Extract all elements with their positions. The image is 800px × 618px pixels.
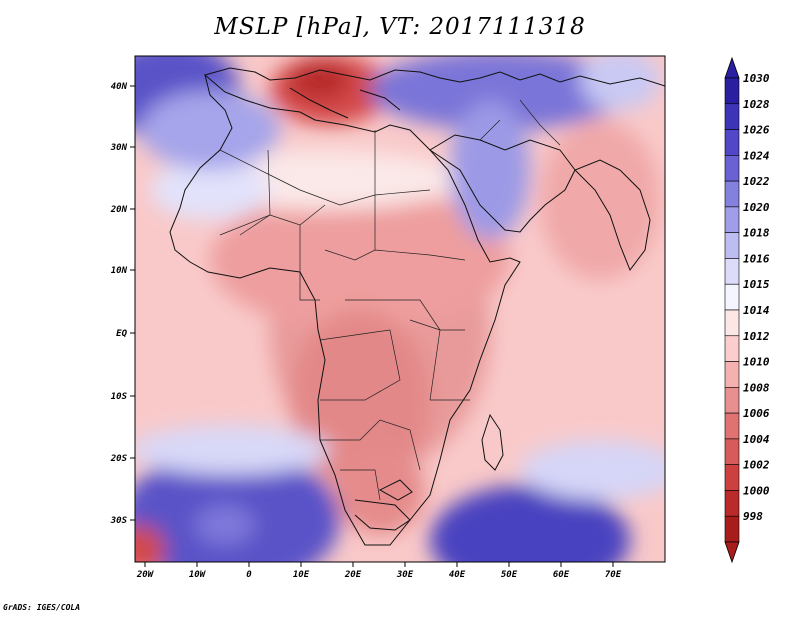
credit-text: GrADS: IGES/COLA — [3, 603, 81, 612]
lat-label: 10N — [111, 266, 128, 276]
colorbar-top-arrow — [724, 56, 740, 79]
colorbar-swatch — [724, 515, 740, 543]
colorbar-label: 1030 — [743, 72, 770, 85]
colorbar-label: 1020 — [743, 201, 770, 214]
colorbar-label: 1028 — [743, 98, 770, 111]
colorbar-swatch — [724, 129, 740, 156]
colorbar-label: 998 — [743, 510, 763, 523]
lat-label: 30S — [110, 516, 128, 526]
lon-label: 20W — [136, 570, 155, 580]
colorbar-label: 1004 — [743, 433, 770, 446]
colorbar-swatch — [724, 283, 740, 311]
country-borders — [219, 99, 561, 501]
colorbar-label: 1015 — [743, 278, 770, 291]
colorbar-swatch — [724, 361, 740, 388]
lat-label: 40N — [111, 82, 128, 92]
colorbar-swatch — [724, 180, 740, 208]
colorbar: 1030 1028 1026 1024 1022 1020 1018 1016 1015 1014… — [724, 56, 770, 564]
colorbar-label: 1026 — [743, 124, 770, 137]
lat-label: 10S — [111, 392, 128, 402]
lat-label: 20N — [110, 205, 128, 215]
colorbar-label: 1006 — [743, 407, 770, 420]
pressure-field — [135, 56, 665, 562]
lon-label: 60E — [553, 570, 570, 580]
map-title: MSLP [hPa], VT: 2017111318 — [214, 14, 586, 40]
lat-label: 20S — [110, 454, 128, 464]
lon-label: 20E — [344, 570, 362, 580]
colorbar-bottom-arrow — [724, 541, 740, 564]
colorbar-swatch — [724, 490, 740, 517]
colorbar-swatch — [724, 77, 740, 105]
lon-label: 10E — [293, 570, 310, 580]
map-frame — [134, 55, 666, 563]
colorbar-label: 1002 — [743, 459, 770, 472]
colorbar-swatch — [724, 258, 740, 285]
lat-label: 30N — [110, 143, 128, 153]
colorbar-label: 1008 — [743, 381, 770, 394]
colorbar-swatch — [724, 309, 740, 337]
colorbar-swatch — [724, 387, 740, 414]
colorbar-label: 1014 — [743, 304, 770, 317]
lon-label: 10W — [189, 570, 207, 580]
colorbar-swatch — [724, 155, 740, 182]
colorbar-label: 1000 — [743, 484, 770, 497]
colorbar-swatch — [724, 335, 740, 362]
lon-label: 0 — [246, 570, 252, 580]
lon-label: 30E — [396, 570, 414, 580]
latitude-axis: 40N 30N 20N 10N EQ 10S 20S 30S — [110, 82, 135, 526]
colorbar-label: 1012 — [743, 330, 770, 343]
lat-label: EQ — [116, 329, 127, 339]
colorbar-swatch — [724, 206, 740, 233]
colorbar-label: 1010 — [743, 356, 770, 369]
longitude-axis: 20W 10W 0 10E 20E 30E 40E 50E 60E 70E — [136, 562, 622, 580]
colorbar-swatch — [724, 464, 740, 491]
colorbar-label: 1016 — [743, 252, 770, 265]
colorbar-swatch — [724, 103, 740, 130]
coastline — [169, 67, 665, 546]
colorbar-swatch — [724, 438, 740, 465]
colorbar-label: 1022 — [743, 175, 770, 188]
colorbar-label: 1018 — [743, 227, 770, 240]
colorbar-label: 1024 — [743, 149, 770, 162]
colorbar-swatch — [724, 232, 740, 259]
lon-label: 70E — [605, 570, 622, 580]
colorbar-swatch — [724, 412, 740, 440]
lon-label: 50E — [501, 570, 518, 580]
lon-label: 40E — [449, 570, 466, 580]
